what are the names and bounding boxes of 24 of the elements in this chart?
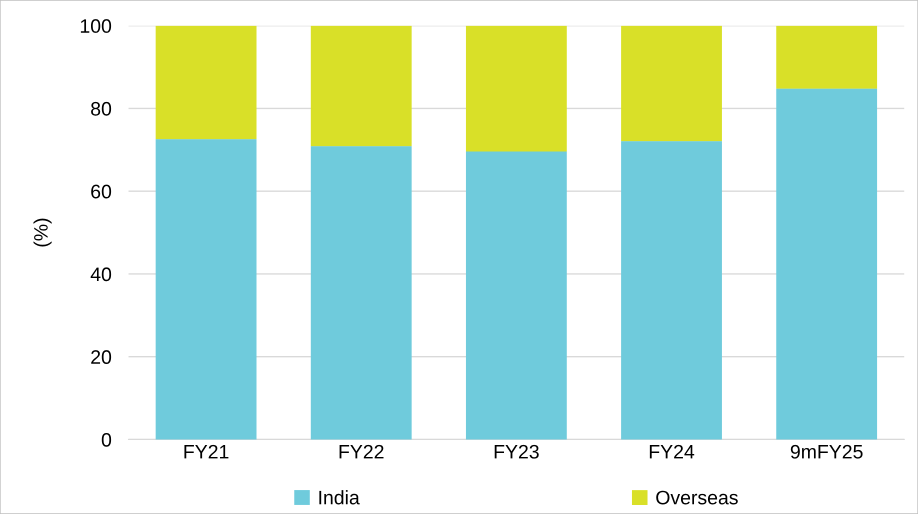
y-tick-label: 60 bbox=[91, 184, 112, 198]
legend-label: Overseas bbox=[656, 490, 738, 504]
bar bbox=[310, 26, 412, 146]
bar bbox=[466, 26, 567, 152]
y-tick-label: 20 bbox=[91, 350, 112, 364]
y-axis-title: (%) bbox=[34, 218, 52, 246]
y-tick-label: 80 bbox=[91, 102, 112, 116]
x-tick-label: FY23 bbox=[494, 444, 539, 459]
bar bbox=[776, 26, 878, 89]
bar bbox=[621, 26, 722, 142]
bar bbox=[466, 151, 567, 440]
x-tick-label: FY22 bbox=[340, 444, 384, 458]
x-tick-label: 9mFY25 bbox=[790, 444, 863, 459]
y-tick-label: 100 bbox=[80, 19, 112, 33]
bar bbox=[156, 139, 257, 440]
x-tick-label: FY21 bbox=[184, 444, 228, 458]
y-tick-label: 40 bbox=[90, 267, 112, 282]
bar bbox=[156, 26, 257, 140]
bar bbox=[310, 146, 412, 440]
bar bbox=[776, 88, 878, 440]
y-tick-label: 0 bbox=[102, 432, 112, 447]
x-tick-label: FY24 bbox=[650, 444, 694, 458]
bar bbox=[621, 141, 722, 440]
legend-label: India bbox=[319, 490, 360, 504]
